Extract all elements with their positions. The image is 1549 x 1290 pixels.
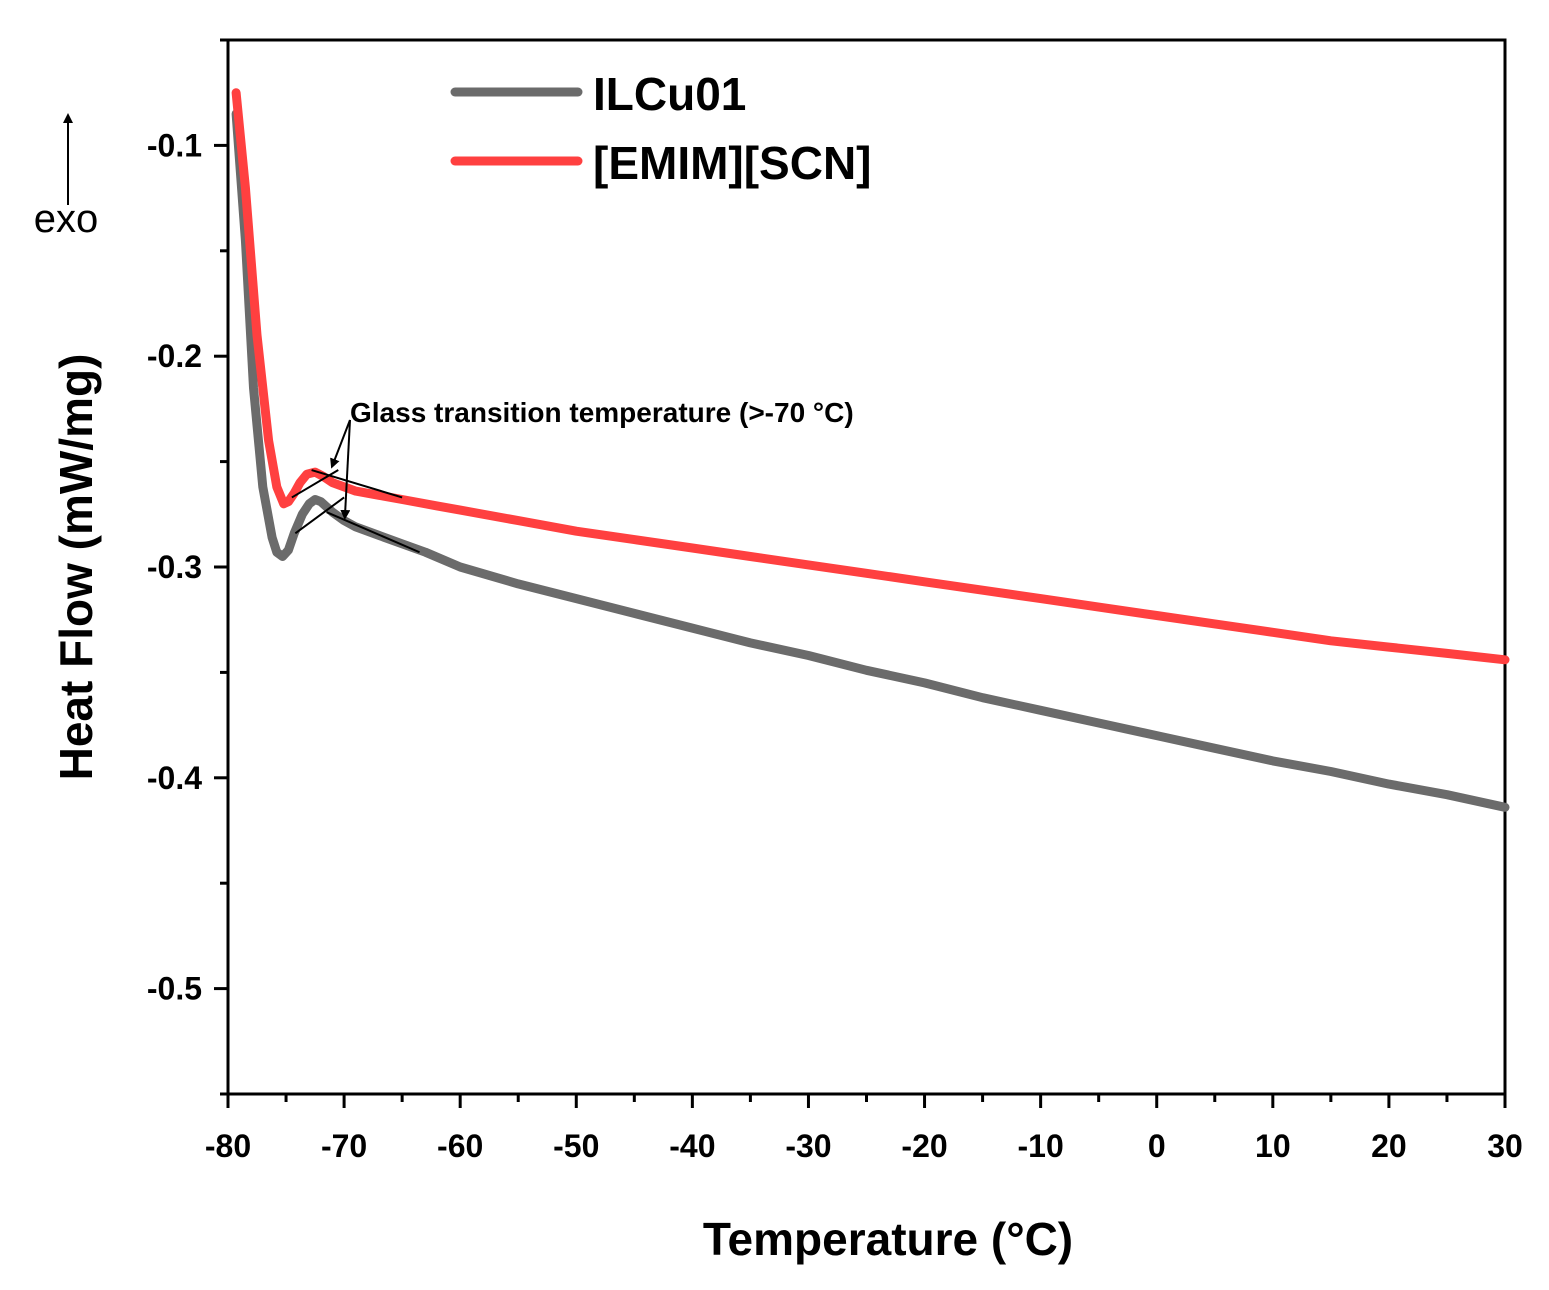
plot-frame (226, 38, 1507, 1096)
y-tick-label: -0.4 (147, 760, 202, 796)
series-line-emim-scn (231, 88, 1510, 665)
y-axis-ticks: -0.1 -0.2 -0.3 -0.4 -0.5 (147, 38, 228, 1096)
tangent-line (291, 469, 339, 499)
annotation-arrow-1 (330, 419, 351, 469)
legend: ILCu01 [EMIM][SCN] (450, 68, 872, 189)
x-axis-title: Temperature (°C) (703, 1213, 1073, 1265)
exo-label: exo (34, 197, 99, 241)
y-axis-title: Heat Flow (mW/mg) (50, 354, 102, 781)
y-tick-label: -0.1 (147, 127, 202, 163)
x-axis-ticks: -80 -70 -60 -50 -40 -30 -20 -10 0 10 20 30 (205, 1094, 1523, 1164)
legend-label-ilcu01: ILCu01 (593, 68, 746, 120)
x-tick-label: 30 (1487, 1128, 1523, 1164)
y-tick-label: -0.3 (147, 549, 202, 585)
x-tick-label: -40 (669, 1128, 715, 1164)
tangent-line (294, 496, 345, 535)
glass-transition-annotation: Glass transition temperature (>-70 °C) (350, 397, 854, 428)
x-tick-label: -50 (553, 1128, 599, 1164)
tangent-line (311, 469, 403, 499)
annotation-arrow-2 (340, 419, 351, 520)
x-tick-label: 0 (1148, 1128, 1166, 1164)
x-tick-label: -10 (1018, 1128, 1064, 1164)
y-tick-label: -0.2 (147, 338, 202, 374)
tangent-line (326, 511, 420, 554)
legend-label-emim-scn: [EMIM][SCN] (593, 137, 872, 189)
x-tick-label: -30 (785, 1128, 831, 1164)
x-tick-label: -20 (901, 1128, 947, 1164)
x-tick-label: -80 (205, 1128, 251, 1164)
x-tick-label: 20 (1371, 1128, 1407, 1164)
series-lines (231, 88, 1510, 812)
x-tick-label: -60 (437, 1128, 483, 1164)
x-tick-label: -70 (321, 1128, 367, 1164)
series-line-ilcu01 (231, 109, 1510, 812)
y-tick-label: -0.5 (147, 971, 202, 1007)
x-tick-label: 10 (1255, 1128, 1291, 1164)
